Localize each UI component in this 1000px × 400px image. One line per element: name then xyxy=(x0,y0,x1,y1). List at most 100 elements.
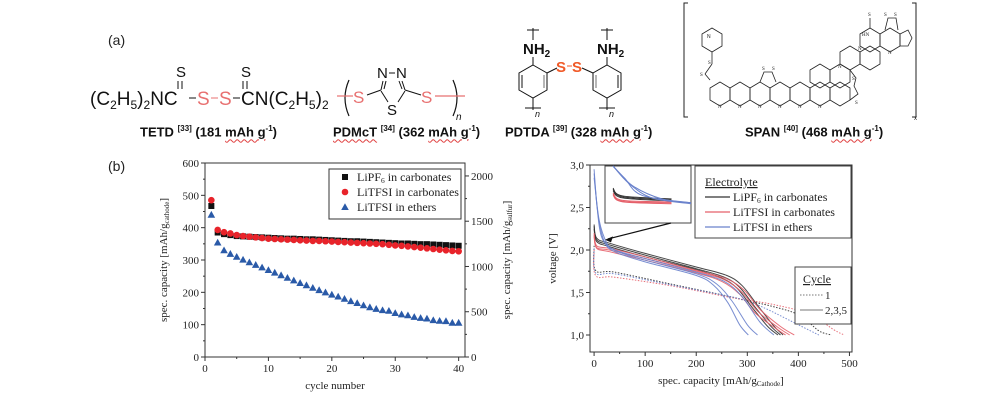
triangle-marker xyxy=(385,306,393,314)
circle-marker xyxy=(398,242,405,250)
right-chart-frame xyxy=(589,164,853,353)
left-chart-points xyxy=(207,196,463,326)
triangle-marker xyxy=(296,279,304,286)
tetd-unit: mAh g xyxy=(225,124,266,140)
left-chart-ticks: 0 10 20 30 400100200300400500600050010001500… xyxy=(183,158,494,375)
inset-arrow-line xyxy=(607,222,672,240)
span-unit-exp: -1 xyxy=(871,124,879,133)
series-litfsi-in-ethers xyxy=(207,210,463,326)
circle-marker xyxy=(303,237,310,244)
pdmct-structure: S N N S S n xyxy=(335,58,485,128)
x-tick-label: 200 xyxy=(688,358,705,370)
legend-label: 2,3,5 xyxy=(825,305,848,317)
left-y2-axis-label: spec. capacity [mAh/gsulfur] xyxy=(501,201,514,320)
circle-marker xyxy=(277,236,285,243)
tetd-unit-exp: -1 xyxy=(265,124,273,133)
triangle-marker xyxy=(353,299,361,307)
circle-marker xyxy=(328,238,336,245)
pdtda-s-1: S xyxy=(556,59,566,76)
circle-marker xyxy=(423,245,431,252)
square-marker xyxy=(342,174,348,180)
y2-tick-label: 2000 xyxy=(471,171,494,183)
triangle-marker xyxy=(239,255,247,263)
tetd-disulfide-s-2: S xyxy=(219,89,232,110)
circle-marker xyxy=(455,247,462,255)
triangle-marker xyxy=(404,311,412,319)
pdmct-s-left: S xyxy=(353,88,364,107)
curve-litfsi-in-carbonates-cycle-3 xyxy=(593,234,790,336)
circle-marker xyxy=(334,238,342,246)
tetd-thione-s-2: S xyxy=(241,64,251,81)
pdtda-nh2-right: NH2 xyxy=(597,41,625,60)
triangle-marker xyxy=(340,295,349,302)
panel-a-label: (a) xyxy=(108,32,126,48)
pdmct-caption: PDMcT [34] (362 mAh g-1) xyxy=(333,124,481,140)
tetd-capacity: 181 xyxy=(199,124,222,140)
svg-text:S: S xyxy=(772,67,775,72)
span-atom-labels: N N N N N N N N N HN S S S S S S S S S xyxy=(700,13,897,110)
svg-text:N: N xyxy=(758,105,762,110)
curve-litfsi-in-carbonates-cycle-5 xyxy=(593,236,786,336)
curve-litfsi-in-ethers-cycle-5 xyxy=(593,177,775,336)
y-tick-label: 400 xyxy=(183,223,200,235)
svg-text:x: x xyxy=(914,116,917,122)
y-tick-label: 1,0 xyxy=(570,330,584,342)
circle-marker xyxy=(417,244,424,252)
right-chart-lines xyxy=(593,169,845,336)
y2-tick-label: 0 xyxy=(471,352,477,364)
y-tick-label: 200 xyxy=(183,287,200,299)
circle-marker xyxy=(341,238,348,246)
tetd-disulfide-s-1: S xyxy=(197,89,210,110)
triangle-marker xyxy=(416,314,425,321)
svg-text:S: S xyxy=(762,67,765,72)
triangle-marker xyxy=(309,284,317,291)
triangle-marker xyxy=(397,310,406,318)
triangle-marker xyxy=(258,263,266,271)
triangle-marker xyxy=(372,305,381,312)
pdtda-unit: mAh g xyxy=(600,124,641,140)
triangle-marker xyxy=(378,306,387,314)
circle-marker xyxy=(322,237,329,245)
pdmct-n-1: N xyxy=(377,65,388,82)
legend-label: LiPF6 in carbonates xyxy=(357,170,452,185)
triangle-marker xyxy=(302,281,311,289)
circle-marker xyxy=(341,188,349,196)
span-capacity: 468 xyxy=(805,124,828,140)
circle-marker xyxy=(227,230,234,237)
triangle-marker xyxy=(226,250,235,257)
pdtda-svg: NH2 n S S NH2 n xyxy=(518,28,625,119)
triangle-marker xyxy=(270,268,279,276)
svg-text:HN: HN xyxy=(862,33,870,38)
square-marker xyxy=(417,241,424,248)
circle-marker xyxy=(429,245,437,253)
triangle-marker xyxy=(283,273,292,281)
left-y-axis-label: spec. capacity [mAh/gcathode] xyxy=(158,198,171,322)
right-y-axis-label: voltage [V] xyxy=(547,233,559,283)
svg-text:S: S xyxy=(855,101,858,106)
y-tick-label: 2,0 xyxy=(570,245,584,257)
tetd-left-group: (C2H5)2NC xyxy=(90,89,178,112)
right-chart-inset xyxy=(604,165,692,243)
x-tick-label: 100 xyxy=(637,358,654,370)
x-tick-label: 0 xyxy=(202,363,208,375)
triangle-marker xyxy=(435,316,444,324)
legend-label: LiTFSI in carbonates xyxy=(733,205,835,219)
pdmct-subscript-n: n xyxy=(456,112,462,123)
y2-tick-label: 500 xyxy=(471,307,488,319)
square-marker xyxy=(455,242,462,249)
triangle-marker xyxy=(334,292,342,300)
panel-b-label: (b) xyxy=(108,158,126,174)
series-litfsi-in-carbonates xyxy=(208,196,462,255)
pdmct-unit-exp: -1 xyxy=(468,124,476,133)
triangle-marker xyxy=(366,303,374,311)
legend-label: LiTFSI in carbonates xyxy=(357,185,459,199)
triangle-marker xyxy=(232,252,241,260)
cycle-legend-item: 1 xyxy=(800,290,831,302)
pdmct-capacity: 362 xyxy=(402,124,425,140)
curve-litfsi-in-ethers-cycle-2 xyxy=(593,169,758,336)
tetd-structure: (C2H5)2NC S S S S CN(C2H5)2 xyxy=(88,60,329,120)
x-tick-label: 500 xyxy=(841,358,858,370)
pdtda-s-2: S xyxy=(572,59,582,76)
svg-text:N: N xyxy=(718,105,722,110)
